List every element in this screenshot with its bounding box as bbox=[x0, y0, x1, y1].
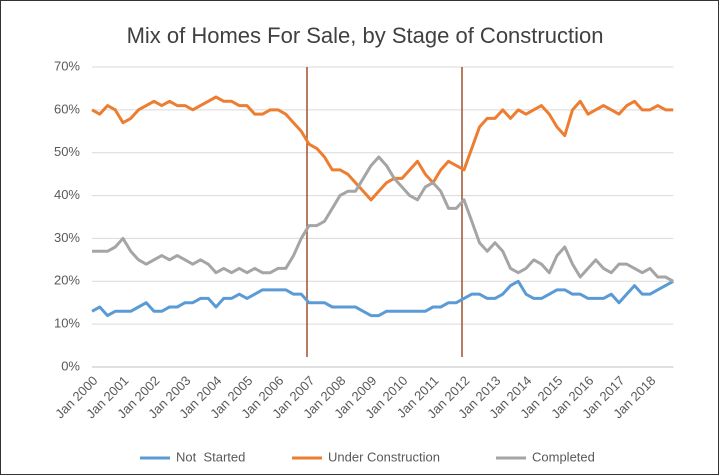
legend-label: Not Started bbox=[176, 449, 245, 464]
y-tick-label: 70% bbox=[54, 58, 80, 73]
series-line bbox=[91, 279, 674, 318]
legend-label: Completed bbox=[532, 449, 595, 464]
series-line bbox=[92, 155, 674, 283]
y-tick-label: 20% bbox=[54, 273, 80, 288]
y-tick-label: 40% bbox=[54, 187, 80, 202]
y-tick-label: 50% bbox=[54, 144, 80, 159]
y-tick-label: 30% bbox=[54, 230, 80, 245]
y-tick-label: 10% bbox=[54, 316, 80, 331]
series-line bbox=[91, 95, 674, 202]
legend-label: Under Construction bbox=[328, 449, 440, 464]
y-tick-label: 60% bbox=[54, 101, 80, 116]
y-tick-label: 0% bbox=[61, 358, 80, 373]
chart-title: Mix of Homes For Sale, by Stage of Const… bbox=[127, 23, 604, 48]
